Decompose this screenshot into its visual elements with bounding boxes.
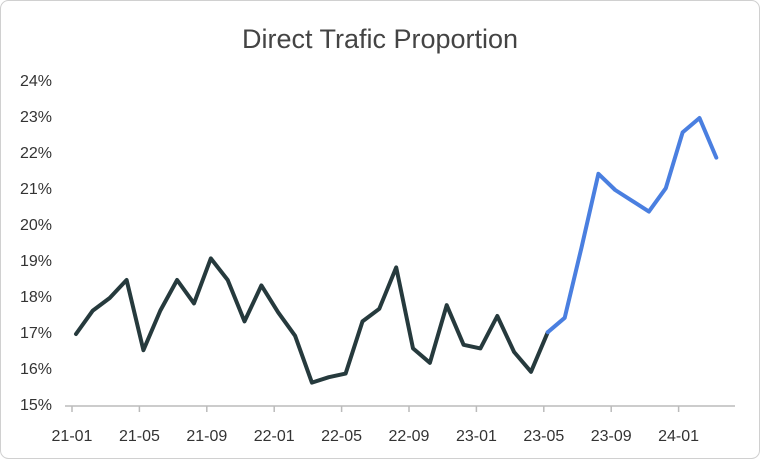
y-tick-label: 19% (20, 253, 52, 270)
y-tick-label: 21% (20, 181, 52, 198)
y-tick-label: 20% (20, 217, 52, 234)
x-tick-label: 22-09 (389, 428, 430, 445)
line-series (545, 116, 719, 335)
x-tick-label: 23-01 (456, 428, 497, 445)
x-tick-label: 22-05 (321, 428, 362, 445)
y-tick-label: 22% (20, 145, 52, 162)
x-tick-label: 24-01 (658, 428, 699, 445)
x-tick-label: 21-09 (186, 428, 227, 445)
y-tick-label: 16% (20, 361, 52, 378)
x-tick-label: 23-05 (523, 428, 564, 445)
y-tick-label: 15% (20, 397, 52, 414)
y-tick-label: 18% (20, 289, 52, 306)
x-tick-label: 21-05 (119, 428, 160, 445)
y-tick-label: 23% (20, 109, 52, 126)
x-tick-label: 23-09 (591, 428, 632, 445)
chart-title: Direct Trafic Proportion (242, 24, 518, 54)
y-tick-label: 17% (20, 325, 52, 342)
y-tick-label: 24% (20, 73, 52, 90)
x-tick-label: 21-01 (52, 428, 93, 445)
x-tick-label: 22-01 (254, 428, 295, 445)
line-series (74, 256, 550, 385)
